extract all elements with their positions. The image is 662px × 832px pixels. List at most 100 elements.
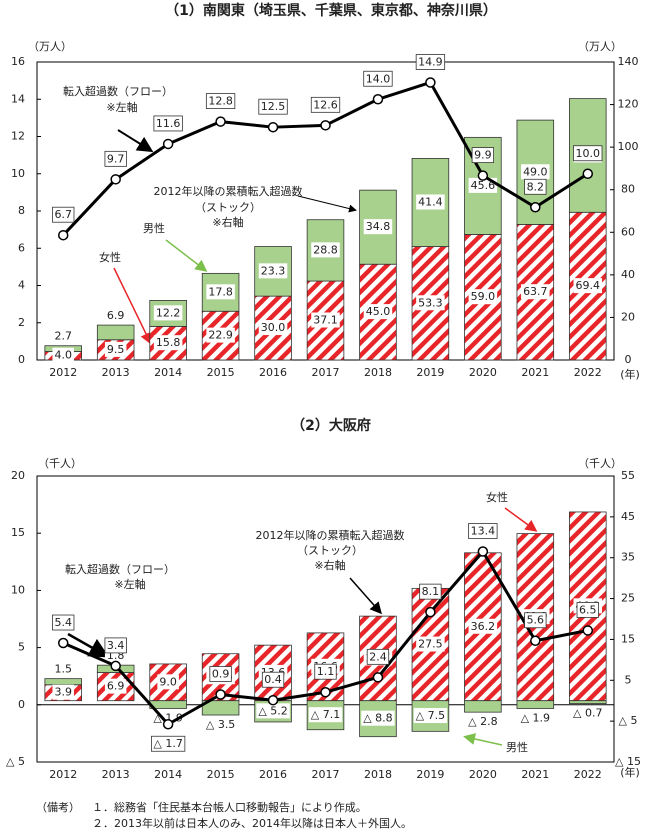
bar-value-label: 49.0	[523, 165, 548, 178]
label-box	[314, 663, 337, 680]
y-tick-label: 12	[11, 130, 25, 143]
line-value-label: 1.1	[317, 665, 335, 678]
label-box	[209, 666, 232, 682]
y-tick-label: 0	[18, 698, 25, 711]
x-tick-label: 2019	[416, 366, 444, 379]
annotation: 2012年以降の累積転入超過数	[154, 184, 303, 198]
label-box	[363, 70, 393, 87]
bar-value-label: 3.9	[54, 686, 72, 699]
series-annotation: 男性	[143, 221, 165, 235]
line-marker	[320, 120, 331, 131]
label-box	[104, 308, 127, 324]
y2-tick-label: 25	[621, 592, 635, 605]
line-marker	[267, 121, 279, 133]
line-marker	[372, 94, 384, 105]
label-box	[258, 263, 288, 279]
bar-value-label: △ 3.5	[206, 718, 235, 731]
y2-tick-label: 40	[621, 268, 635, 281]
line-marker	[582, 625, 594, 636]
bar-value-label: △ 7.1	[311, 708, 340, 721]
x-tick-label: 2021	[521, 768, 549, 781]
line-marker	[162, 138, 174, 150]
label-box	[311, 242, 340, 258]
bar-segment	[464, 700, 502, 713]
label-box	[419, 583, 442, 600]
y-tick-label: 16	[11, 55, 25, 68]
y2-tick-label: △ 15	[615, 755, 641, 768]
line-marker	[267, 694, 279, 706]
label-box	[104, 637, 127, 654]
x-tick-label: 2019	[416, 768, 444, 781]
bar-value-label: 53.3	[418, 296, 443, 309]
annotation: ※右軸	[314, 558, 345, 572]
x-tick-label: 2017	[312, 768, 340, 781]
y-tick-label: 5	[18, 641, 25, 654]
label-box	[104, 341, 127, 357]
x-tick-label: 2014	[154, 768, 182, 781]
line-value-label: 14.0	[366, 72, 391, 85]
y-tick-label: 20	[11, 469, 25, 482]
line-value-label: 12.6	[313, 98, 338, 111]
bar-value-label: 69.4	[576, 279, 601, 292]
label-box	[104, 678, 127, 694]
arrow	[349, 577, 382, 615]
chart-title: （2）大阪府	[291, 417, 371, 434]
bar-value-label: 2.7	[54, 330, 72, 343]
bar-value-label: 30.0	[261, 321, 286, 334]
label-box	[206, 327, 235, 343]
bar-value-label: 22.9	[208, 329, 233, 342]
label-box	[205, 93, 236, 109]
note: ２．2013年以前は日本人のみ、2014年以降は日本人＋外国人。	[92, 816, 412, 830]
y-tick-label: 14	[11, 92, 25, 105]
x-axis-unit: (年)	[620, 765, 640, 779]
y2-tick-label: 140	[618, 55, 639, 68]
y2-tick-label: 45	[621, 510, 635, 523]
line-marker	[215, 116, 226, 127]
bar-value-label: 41.4	[418, 195, 443, 208]
bar-value-label: 37.1	[313, 314, 338, 327]
x-tick-label: 2022	[574, 768, 602, 781]
y2-tick-label: △ 5	[619, 714, 638, 727]
x-tick-label: 2014	[154, 366, 182, 379]
line-value-label: 13.4	[471, 525, 496, 538]
y2-tick-label: 120	[618, 98, 639, 111]
bar-segment	[149, 700, 187, 709]
label-box	[468, 289, 498, 305]
label-box	[256, 703, 290, 719]
line-value-label: 5.6	[527, 614, 545, 627]
label-box	[104, 150, 127, 167]
label-box	[157, 674, 179, 690]
y-tick-label: 10	[11, 167, 25, 180]
label-box	[261, 671, 285, 688]
bar-value-label: 17.8	[208, 285, 233, 298]
x-tick-label: 2017	[312, 366, 340, 379]
line-value-label: 3.4	[107, 639, 125, 652]
label-box	[571, 705, 605, 721]
y2-axis-unit: （万人）	[578, 40, 622, 53]
label-box	[524, 612, 547, 629]
bar-value-label: △ 5.2	[258, 704, 287, 717]
label-box	[52, 614, 75, 631]
line-value-label: 2.4	[369, 650, 387, 663]
label-box	[363, 304, 393, 320]
label-box	[52, 328, 74, 344]
label-box	[416, 295, 445, 311]
line-marker	[215, 689, 226, 700]
y2-tick-label: 100	[618, 140, 639, 153]
y-tick-label: 15	[11, 526, 25, 539]
x-tick-label: 2020	[469, 768, 497, 781]
line-value-label: 0.9	[212, 668, 230, 681]
bar-value-label: 27.5	[418, 638, 443, 651]
line-marker	[477, 546, 489, 557]
line-marker	[425, 77, 436, 88]
line-marker	[477, 170, 489, 181]
bar-value-label: 12.2	[156, 306, 181, 319]
label-box	[413, 708, 448, 724]
y-tick-label: 2	[18, 316, 25, 329]
y2-tick-label: 5	[625, 673, 632, 686]
bar-segment	[569, 700, 607, 704]
bar-value-label: 9.5	[107, 343, 125, 356]
line-value-label: 9.9	[474, 149, 492, 162]
line-marker	[320, 686, 331, 698]
notes-label: （備考）	[36, 801, 80, 814]
